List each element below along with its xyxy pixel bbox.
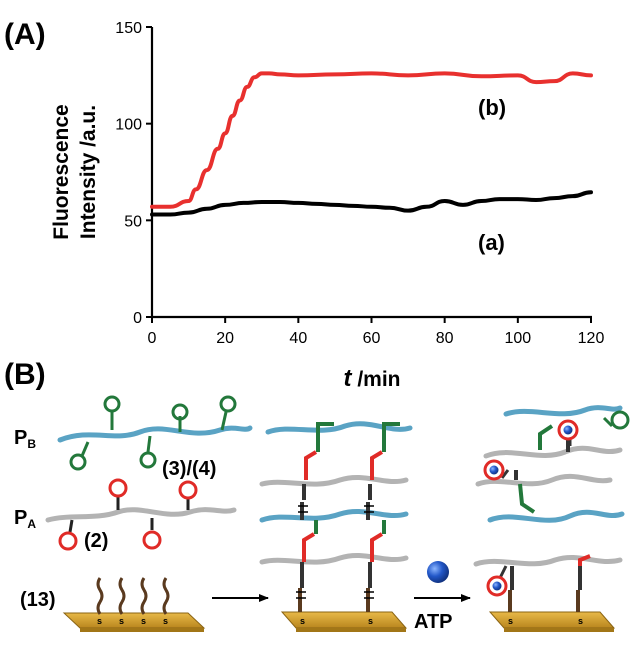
s-letter: s [300, 616, 305, 626]
series-lines [150, 71, 593, 217]
atp-molecule-icon [427, 561, 449, 583]
label-2: (2) [84, 530, 108, 552]
s-letter: s [119, 616, 124, 626]
gold-electrode-left: s s s s (13) [20, 577, 206, 632]
y-ticks: 0 50 100 150 [115, 20, 152, 327]
free-polymer-pa: PA (2) [14, 478, 237, 552]
disassembled-layer: s s [473, 405, 630, 632]
fluorescence-chart: 0 50 100 150 0 20 40 60 80 100 120 (b) (a) t /min… [50, 20, 604, 392]
y-tick-label: 150 [115, 20, 142, 37]
y-tick-label: 100 [115, 117, 142, 134]
x-tick-label: 40 [289, 330, 307, 347]
label-3-4: (3)/(4) [162, 458, 216, 480]
y-tick-label: 0 [133, 310, 142, 327]
series-b-label: (b) [478, 95, 506, 120]
pb-label: PB [14, 427, 36, 451]
x-axis-title-unit: /min [351, 368, 400, 391]
x-tick-label: 120 [578, 330, 605, 347]
red-hairpin-probe [58, 478, 198, 551]
pa-label: PA [14, 507, 36, 531]
x-tick-label: 0 [148, 330, 157, 347]
y-axis-title-line2: Intensity /a.u. [77, 105, 100, 239]
x-tick-label: 20 [216, 330, 234, 347]
series-b-line [150, 71, 593, 209]
green-hairpin-probe [69, 395, 237, 471]
s-letter: s [97, 616, 102, 626]
sensing-diagram: PB (3)/(4) PA (2) s s [14, 395, 630, 633]
panel-b-label: (B) [4, 358, 46, 391]
x-tick-label: 100 [504, 330, 531, 347]
y-axis-title-line1: Fluorescence [50, 104, 73, 239]
series-a-label: (a) [478, 230, 505, 255]
label-13: (13) [20, 589, 56, 611]
s-letter: s [578, 616, 583, 626]
x-axis-title: t /min [343, 365, 400, 392]
free-polymer-pb: PB (3)/(4) [14, 395, 253, 480]
panel-a-label: (A) [4, 18, 46, 51]
series-a-line [150, 190, 593, 217]
x-ticks: 0 20 40 60 80 100 120 [148, 317, 605, 347]
x-axis-title-italic: t [343, 365, 352, 392]
x-tick-label: 60 [363, 330, 381, 347]
s-letter: s [163, 616, 168, 626]
s-letter: s [368, 616, 373, 626]
x-tick-label: 80 [436, 330, 454, 347]
atp-label: ATP [414, 611, 453, 633]
assembled-multilayer: s s [259, 421, 413, 632]
y-tick-label: 50 [124, 213, 142, 230]
s-letter: s [141, 616, 146, 626]
s-letter: s [508, 616, 513, 626]
